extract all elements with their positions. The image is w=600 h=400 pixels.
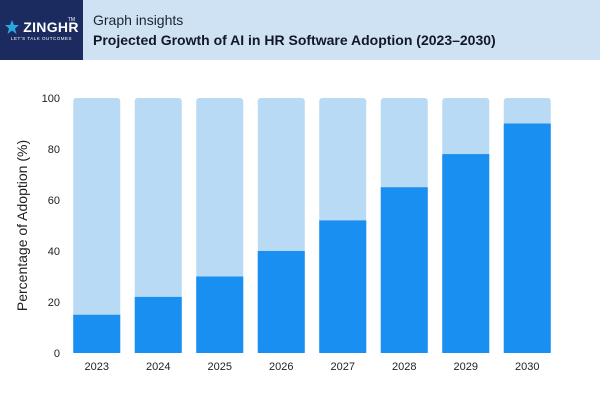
bar-2023: [73, 314, 121, 353]
x-tick-label: 2027: [331, 361, 355, 373]
bar-background: [134, 98, 182, 353]
header-kicker: Graph insights: [93, 12, 184, 28]
x-tick-label: 2024: [146, 361, 170, 373]
bar-2027: [319, 220, 367, 353]
brand-logo: ZINGHR TM LET'S TALK OUTCOMES: [0, 0, 83, 60]
bar-background: [73, 98, 121, 353]
header: ZINGHR TM LET'S TALK OUTCOMES Graph insi…: [0, 0, 600, 60]
y-axis-label: Percentage of Adoption (%): [14, 140, 30, 311]
zinghr-logo-icon: [5, 20, 20, 34]
y-tick-label: 80: [48, 144, 60, 156]
y-tick-label: 40: [48, 246, 60, 258]
x-tick-label: 2023: [85, 361, 109, 373]
x-tick-label: 2025: [208, 361, 232, 373]
y-tick-label: 0: [54, 348, 60, 360]
page-title: Projected Growth of AI in HR Software Ad…: [93, 32, 496, 48]
title-box: Graph insights Projected Growth of AI in…: [83, 0, 600, 60]
x-tick-label: 2029: [454, 361, 478, 373]
brand-name: ZINGHR: [23, 19, 79, 35]
y-tick-label: 20: [48, 297, 60, 309]
brand-trademark: TM: [67, 17, 75, 23]
bar-2030: [503, 123, 551, 353]
bar-2029: [442, 154, 490, 353]
bar-chart: 0 20 40 60 80 100 Percentage of Adoption (%) 20…: [14, 93, 551, 373]
x-tick-label: 2030: [515, 361, 539, 373]
x-tick-label: 2028: [392, 361, 416, 373]
bar-2028: [380, 187, 428, 353]
bar-2025: [196, 276, 244, 353]
x-tick-label: 2026: [269, 361, 293, 373]
bar-2026: [257, 251, 305, 353]
brand-tagline: LET'S TALK OUTCOMES: [11, 36, 72, 41]
bar-2024: [134, 296, 182, 353]
y-tick-label: 60: [48, 195, 60, 207]
y-tick-label: 100: [42, 93, 60, 105]
